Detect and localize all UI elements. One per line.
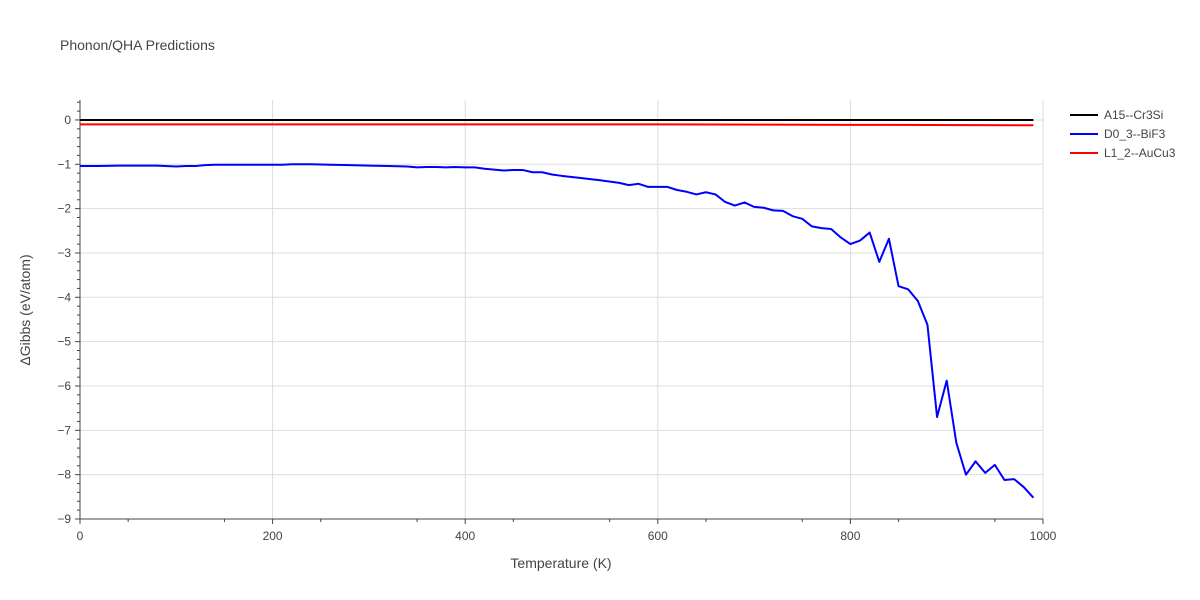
grid	[80, 100, 1044, 520]
y-tick-label: −9	[57, 512, 71, 526]
y-tick-label: −4	[57, 290, 71, 304]
y-axis-title: ΔGibbs (eV/atom)	[17, 254, 33, 365]
y-tick-label: −1	[57, 157, 71, 171]
y-tick-label: −3	[57, 246, 71, 260]
axes: 0 200 400 600 800 1000 0 −1 −2 −3 −4 −5 −6 −7 −8 −9	[57, 100, 1057, 543]
x-axis-title: Temperature (K)	[510, 555, 611, 571]
series-line-D0_3--BiF3	[80, 163, 1035, 499]
x-tick-label: 600	[648, 529, 668, 543]
x-tick-label: 1000	[1030, 529, 1057, 543]
legend-label: D0_3--BiF3	[1104, 127, 1166, 141]
legend-label: L1_2--AuCu3	[1104, 146, 1176, 160]
y-tick-label: −5	[57, 335, 71, 349]
series-lines	[80, 118, 1035, 499]
chart-title: Phonon/QHA Predictions	[60, 37, 215, 53]
x-tick-label: 400	[455, 529, 475, 543]
legend-label: A15--Cr3Si	[1104, 108, 1163, 122]
x-tick-label: 0	[77, 529, 84, 543]
y-tick-label: −8	[57, 468, 71, 482]
y-tick-label: −7	[57, 423, 71, 437]
x-tick-label: 800	[840, 529, 860, 543]
legend: A15--Cr3Si D0_3--BiF3 L1_2--AuCu3	[1070, 108, 1176, 160]
y-tick-label: −2	[57, 202, 71, 216]
series-line-L1_2--AuCu3	[80, 123, 1034, 127]
x-tick-label: 200	[263, 529, 283, 543]
y-tick-label: 0	[64, 113, 71, 127]
y-tick-label: −6	[57, 379, 71, 393]
